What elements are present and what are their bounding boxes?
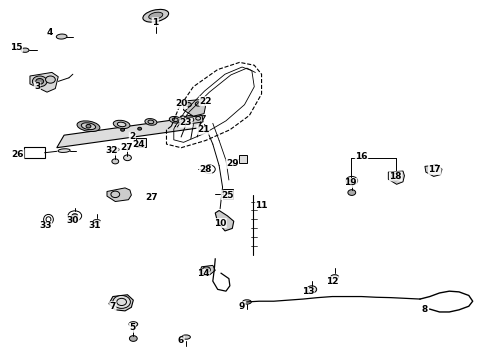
Text: 22: 22: [199, 96, 211, 105]
Circle shape: [113, 296, 130, 309]
Circle shape: [195, 102, 201, 106]
Ellipse shape: [86, 125, 91, 128]
Text: 13: 13: [301, 287, 313, 296]
Polygon shape: [424, 165, 441, 176]
Circle shape: [138, 127, 142, 130]
Text: 6: 6: [178, 336, 184, 345]
Text: 19: 19: [344, 178, 356, 187]
Text: 24: 24: [132, 140, 144, 149]
Ellipse shape: [330, 275, 338, 279]
Text: 5: 5: [129, 323, 135, 332]
Polygon shape: [109, 295, 133, 311]
Polygon shape: [30, 72, 58, 92]
Ellipse shape: [169, 116, 181, 123]
Text: 1: 1: [152, 18, 158, 27]
Text: 30: 30: [66, 216, 79, 225]
Bar: [222, 189, 233, 199]
Polygon shape: [57, 116, 205, 148]
Text: 14: 14: [196, 269, 209, 278]
Bar: [238, 155, 247, 163]
Text: 32: 32: [105, 146, 118, 155]
Text: 11: 11: [255, 201, 267, 210]
Circle shape: [32, 76, 47, 87]
Polygon shape: [107, 188, 131, 202]
Text: 33: 33: [39, 221, 52, 230]
Text: 20: 20: [175, 99, 187, 108]
Polygon shape: [215, 211, 233, 231]
Ellipse shape: [144, 118, 157, 125]
Text: 3: 3: [34, 82, 41, 91]
Circle shape: [129, 336, 137, 341]
Circle shape: [123, 155, 131, 161]
Bar: [24, 147, 44, 158]
Circle shape: [347, 190, 355, 195]
Polygon shape: [199, 265, 215, 275]
Circle shape: [348, 179, 353, 183]
Text: 15: 15: [10, 43, 22, 52]
Ellipse shape: [117, 122, 126, 127]
Text: 26: 26: [12, 150, 24, 159]
Circle shape: [185, 103, 191, 107]
Text: 10: 10: [213, 219, 226, 228]
Circle shape: [203, 165, 215, 174]
Ellipse shape: [242, 300, 251, 304]
Circle shape: [72, 214, 78, 218]
Ellipse shape: [77, 121, 100, 131]
Ellipse shape: [81, 123, 96, 130]
Polygon shape: [183, 99, 205, 116]
Circle shape: [45, 76, 55, 83]
Circle shape: [68, 211, 81, 221]
Circle shape: [36, 78, 43, 84]
Circle shape: [121, 129, 124, 131]
Ellipse shape: [180, 116, 184, 119]
Ellipse shape: [56, 34, 67, 39]
Ellipse shape: [93, 220, 100, 223]
Text: 17: 17: [427, 166, 440, 175]
Ellipse shape: [142, 9, 168, 22]
Ellipse shape: [21, 48, 29, 52]
Circle shape: [306, 286, 316, 293]
Text: 16: 16: [355, 152, 367, 161]
Text: 31: 31: [88, 221, 101, 230]
Polygon shape: [387, 171, 404, 184]
Text: 12: 12: [325, 276, 338, 285]
Ellipse shape: [181, 335, 190, 339]
Text: 21: 21: [196, 125, 209, 134]
Circle shape: [345, 176, 357, 185]
Ellipse shape: [113, 120, 130, 129]
Text: 2: 2: [129, 132, 135, 141]
Text: 29: 29: [225, 159, 238, 168]
Ellipse shape: [148, 12, 163, 19]
Text: 28: 28: [199, 166, 211, 175]
Text: 7: 7: [109, 302, 116, 311]
Circle shape: [112, 159, 119, 164]
Polygon shape: [181, 116, 203, 125]
Text: 8: 8: [421, 305, 427, 314]
Ellipse shape: [185, 115, 196, 121]
Ellipse shape: [43, 215, 53, 225]
Ellipse shape: [111, 148, 119, 151]
Ellipse shape: [58, 149, 70, 152]
Text: 27: 27: [120, 143, 133, 152]
Circle shape: [202, 267, 210, 273]
Bar: [136, 138, 146, 147]
Text: 9: 9: [238, 302, 245, 311]
Text: 27: 27: [145, 193, 158, 202]
Text: 23: 23: [180, 118, 192, 127]
Ellipse shape: [129, 321, 138, 327]
Text: 18: 18: [388, 172, 401, 181]
Text: 4: 4: [46, 28, 53, 37]
Text: 25: 25: [221, 190, 233, 199]
